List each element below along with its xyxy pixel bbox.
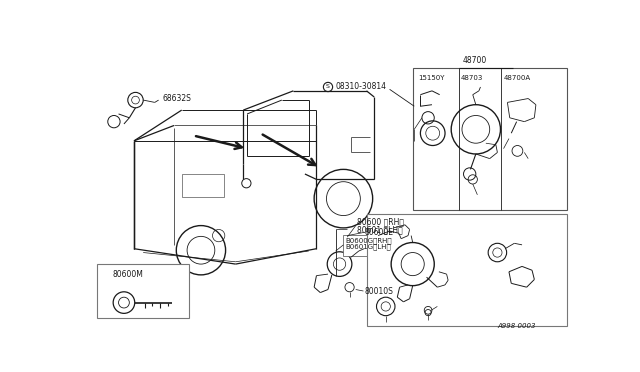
Text: 80600M: 80600M [113, 270, 143, 279]
Text: 80601 〈LH〉: 80601 〈LH〉 [357, 225, 403, 234]
Text: 15150Y: 15150Y [418, 75, 445, 81]
Text: S: S [326, 84, 330, 90]
Text: 48700A: 48700A [504, 75, 531, 81]
Text: 08310-30814: 08310-30814 [336, 83, 387, 92]
Text: B0601G〈LH〉: B0601G〈LH〉 [345, 244, 390, 250]
Bar [182, 174, 224, 197]
Bar [344, 235, 396, 256]
Bar [413, 68, 566, 210]
Text: 48700: 48700 [463, 57, 487, 65]
Text: A998 0003: A998 0003 [497, 323, 536, 329]
Bar [97, 264, 189, 318]
Text: 80600 〈RH〉: 80600 〈RH〉 [357, 217, 404, 226]
Text: 68632S: 68632S [163, 94, 191, 103]
Bar [367, 214, 566, 326]
Text: 80010S: 80010S [365, 286, 394, 295]
Text: 48703: 48703 [460, 75, 483, 81]
Text: 80600E: 80600E [365, 228, 394, 237]
Text: B0600G〈RH〉: B0600G〈RH〉 [345, 237, 392, 244]
